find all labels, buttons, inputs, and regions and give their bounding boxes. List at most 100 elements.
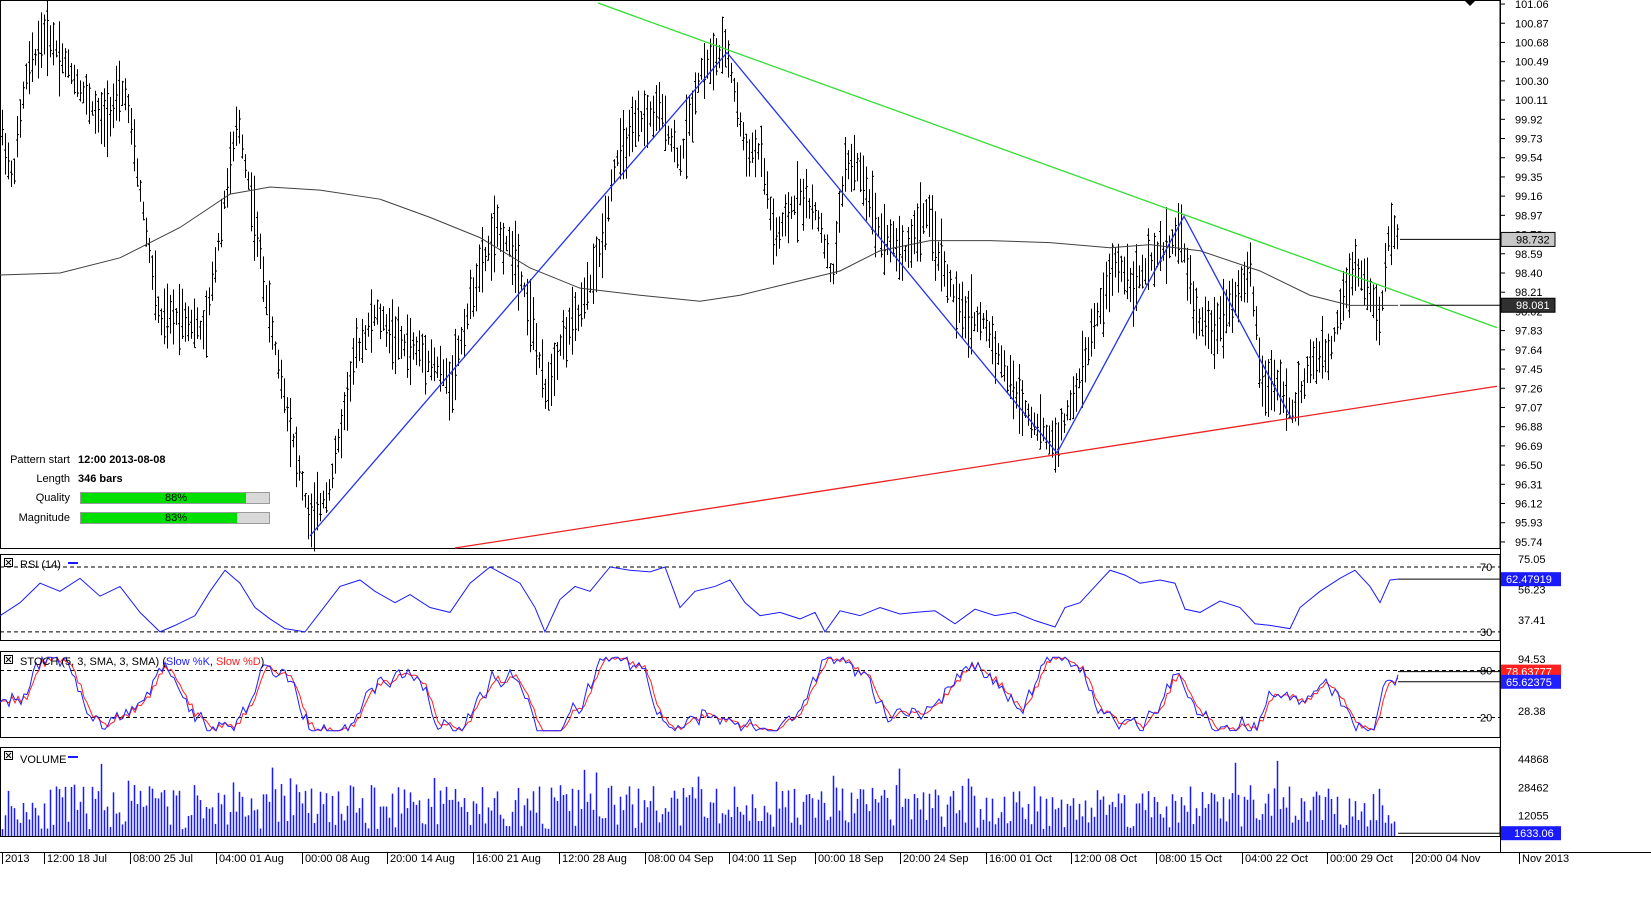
price-bar: [1189, 255, 1192, 305]
price-tick-label: 96.31: [1515, 479, 1543, 491]
price-bar: [127, 94, 130, 124]
price-bar: [193, 298, 196, 349]
price-bar: [1105, 261, 1108, 310]
price-bar: [889, 219, 892, 263]
price-bar: [280, 359, 283, 399]
price-bar: [673, 119, 676, 163]
rsi-value-box: [1501, 572, 1561, 587]
price-bar: [646, 94, 649, 148]
price-bar: [1372, 284, 1375, 319]
price-bar: [943, 251, 946, 287]
rsi-level-30: 30: [1480, 627, 1492, 639]
price-bar: [286, 397, 289, 432]
price-bar: [505, 235, 508, 252]
price-bar: [514, 220, 517, 293]
price-bar: [1237, 270, 1240, 323]
price-bar: [1003, 350, 1006, 382]
stoch-d-line: [0, 656, 1399, 732]
price-bar: [199, 320, 202, 340]
price-bar: [88, 83, 91, 125]
price-bar: [1249, 242, 1252, 287]
price-bar: [1348, 253, 1351, 318]
price-bar: [1327, 333, 1330, 381]
price-bar: [385, 314, 388, 347]
price-bar: [796, 161, 799, 243]
time-tick-label: 08:00 04 Sep: [648, 853, 713, 865]
price-bar: [802, 178, 805, 231]
price-bar: [382, 306, 385, 331]
price-tick-label: 98.21: [1515, 287, 1543, 299]
length-value: 346 bars: [78, 473, 123, 485]
price-bar: [109, 96, 112, 137]
magnitude-value: 83%: [164, 512, 188, 524]
price-tick-label: 100.11: [1515, 95, 1548, 107]
price-bar: [325, 482, 328, 514]
price-bar: [1087, 337, 1090, 366]
last-price-label: 98.732: [1516, 234, 1550, 246]
price-bar: [28, 41, 31, 95]
rsi-level-70: 70: [1480, 562, 1492, 574]
stoch-level-80: 80: [1480, 666, 1492, 678]
price-bar: [1192, 281, 1195, 334]
price-bar: [1390, 202, 1393, 266]
stoch-title: STOCH (5, 3, SMA, 3, SMA) (Slow %K, Slow…: [20, 656, 264, 668]
price-bar: [871, 170, 874, 235]
price-bar: [1204, 296, 1207, 346]
price-bar: [1393, 215, 1396, 249]
price-bar: [55, 40, 58, 58]
price-bar: [973, 312, 976, 332]
price-bar: [1369, 278, 1372, 313]
price-bar: [814, 202, 817, 221]
price-bar: [448, 361, 451, 421]
time-tick-label: 00:00 18 Sep: [818, 853, 883, 865]
pattern-zigzag-line: [309, 51, 1293, 537]
stoch-tick-label: 94.53: [1518, 654, 1546, 666]
price-bar: [1093, 303, 1096, 350]
time-tick-label: 12:00 28 Aug: [562, 853, 627, 865]
price-bar: [166, 283, 169, 349]
price-bar: [52, 22, 55, 66]
price-bar: [688, 94, 691, 136]
quality-label: Quality: [35, 492, 70, 504]
price-bar: [841, 176, 844, 207]
price-bar: [607, 196, 610, 222]
price-bar: [1084, 337, 1087, 383]
price-bar: [1195, 287, 1198, 340]
price-bar: [568, 307, 571, 345]
price-bar: [484, 246, 487, 272]
price-bar: [367, 312, 370, 337]
price-bar: [757, 143, 760, 160]
price-bar: [85, 74, 88, 115]
time-tick-label: 08:00 25 Jul: [133, 853, 193, 865]
price-bar: [997, 343, 1000, 365]
price-bar: [283, 378, 286, 413]
price-bar: [331, 463, 334, 489]
time-tick-label: 12:00 08 Oct: [1074, 853, 1137, 865]
price-bar: [835, 220, 838, 274]
price-bar: [1171, 229, 1174, 255]
price-bar: [583, 277, 586, 319]
price-bar: [220, 198, 223, 248]
price-bar: [64, 48, 67, 78]
price-bar: [544, 378, 547, 409]
volume-tick-label: 44868: [1518, 754, 1549, 766]
price-bar: [1324, 338, 1327, 373]
price-bar: [907, 226, 910, 268]
price-bar: [763, 158, 766, 195]
price-bar: [1336, 310, 1339, 335]
price-bar: [1165, 207, 1168, 285]
price-bar: [376, 299, 379, 325]
price-bar: [490, 213, 493, 281]
upper-trend-line: [597, 2, 1498, 329]
price-bar: [598, 239, 601, 267]
price-bar: [1147, 228, 1150, 290]
price-bar: [781, 212, 784, 237]
price-bar: [1285, 368, 1288, 431]
price-bar: [457, 335, 460, 366]
price-bar: [130, 107, 133, 145]
price-bar: [811, 184, 814, 230]
price-bar: [1063, 413, 1066, 433]
price-bar: [736, 82, 739, 127]
price-bar: [1279, 359, 1282, 415]
price-bar: [115, 65, 118, 121]
